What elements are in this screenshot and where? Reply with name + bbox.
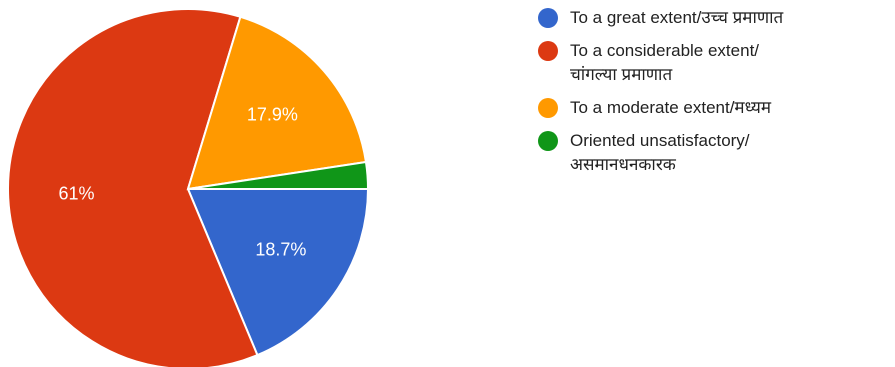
legend-label-moderate-extent: To a moderate extent/मध्यम — [570, 98, 772, 117]
legend-label-unsatisfactory: Oriented unsatisfactory/ असमानधनकारक — [570, 131, 750, 174]
legend-item-unsatisfactory[interactable]: Oriented unsatisfactory/ असमानधनकारक — [538, 129, 890, 177]
pie-slice-2[interactable] — [186, 15, 368, 191]
pie-slice-label-2: 17.9% — [247, 105, 298, 125]
pie-slice-label-1: 61% — [59, 183, 95, 203]
legend-swatch-considerable-extent — [538, 41, 558, 61]
pie-slice-0[interactable] — [186, 188, 370, 357]
pie-chart: 18.7% 61% 17.9% — [7, 8, 370, 367]
legend-label-great-extent: To a great extent/उच्च प्रमाणात — [570, 8, 784, 27]
legend-item-moderate-extent[interactable]: To a moderate extent/मध्यम — [538, 96, 890, 120]
legend-label-considerable-extent: To a considerable extent/ चांगल्या प्रमा… — [570, 41, 760, 84]
legend-swatch-moderate-extent — [538, 98, 558, 118]
legend-swatch-great-extent — [538, 8, 558, 28]
pie-slice-label-0: 18.7% — [255, 240, 306, 260]
legend-swatch-unsatisfactory — [538, 131, 558, 151]
legend-item-great-extent[interactable]: To a great extent/उच्च प्रमाणात — [538, 6, 890, 30]
legend: To a great extent/उच्च प्रमाणात To a con… — [538, 6, 890, 186]
legend-item-considerable-extent[interactable]: To a considerable extent/ चांगल्या प्रमा… — [538, 39, 890, 87]
pie-slice-3[interactable] — [187, 160, 370, 190]
